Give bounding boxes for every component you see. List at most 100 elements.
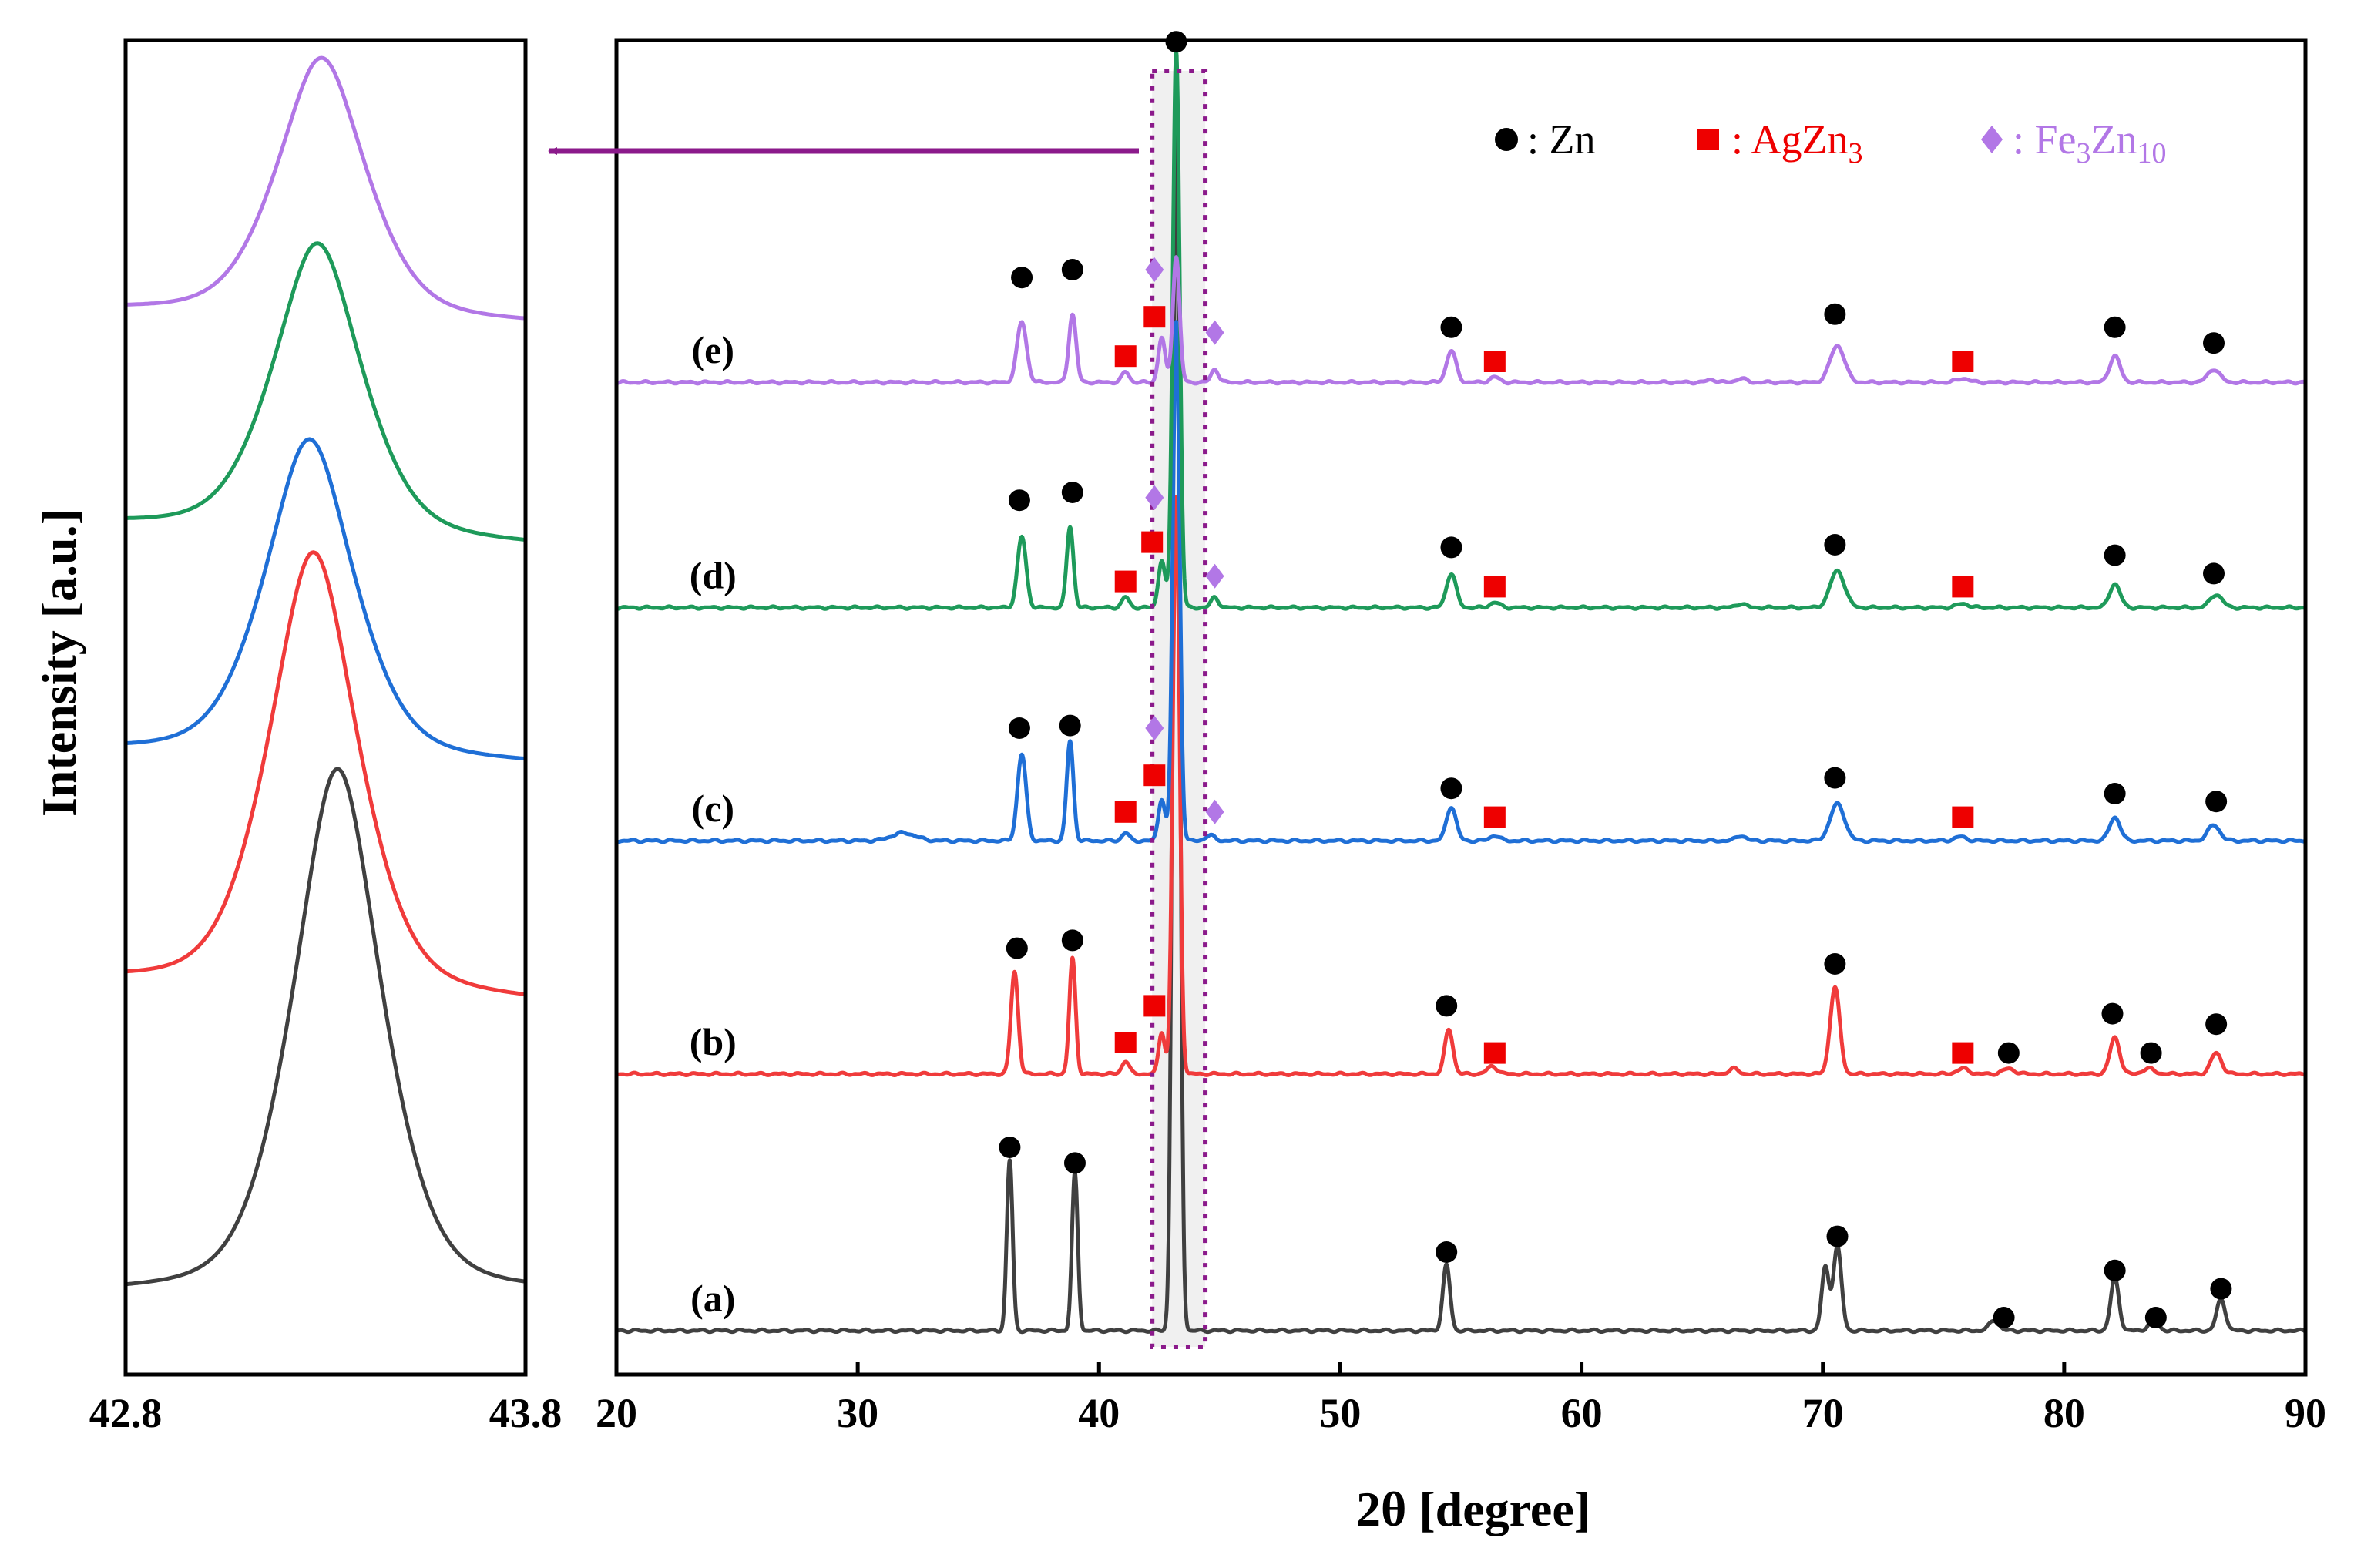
inset-trace-e <box>123 55 528 321</box>
inset-traces <box>123 55 528 1287</box>
zn-marker <box>1824 953 1846 975</box>
zn-marker <box>1440 536 1462 559</box>
series-label-d: (d) <box>690 554 737 597</box>
fe3zn10-marker <box>1145 257 1164 282</box>
fe3zn10-marker <box>1205 320 1224 345</box>
xrd-trace-d <box>614 48 2308 611</box>
inset-trace-d <box>123 241 528 542</box>
fe3zn10-marker <box>1205 563 1224 589</box>
legend-zn-label: : Zn <box>1527 116 1596 163</box>
zn-marker <box>1824 534 1846 556</box>
legend-agzn3-marker <box>1697 129 1719 150</box>
agzn3-marker <box>1143 764 1166 787</box>
x-tick-label: 50 <box>1319 1390 1361 1436</box>
zn-marker <box>2203 332 2225 354</box>
fe3zn10-marker <box>1145 485 1164 510</box>
zn-marker <box>1440 316 1462 338</box>
zn-marker <box>2101 1002 2124 1025</box>
series-label-c: (c) <box>692 787 735 830</box>
legend-agzn3-label: : AgZn3 <box>1731 116 1863 170</box>
zn-marker <box>1011 267 1033 289</box>
zn-marker <box>2140 1042 2162 1064</box>
highlight-region-box <box>1150 69 1208 1349</box>
agzn3-marker <box>1143 995 1166 1017</box>
main-x-ticks: 20 30 40 50 60 70 80 90 <box>596 1362 2326 1436</box>
x-axis-title: 2θ [degree] <box>1356 1482 1590 1536</box>
zn-marker <box>2205 791 2228 813</box>
agzn3-marker <box>1114 801 1137 823</box>
agzn3-marker <box>1114 570 1137 593</box>
y-axis-title: Intensity [a.u.] <box>32 509 86 817</box>
zn-marker <box>1997 1042 2020 1064</box>
zn-marker <box>1824 767 1846 789</box>
zn-marker <box>2104 544 2126 566</box>
series-label-e: (e) <box>692 328 735 371</box>
zn-marker <box>1993 1307 2015 1328</box>
agzn3-marker <box>1114 1032 1137 1053</box>
zn-marker <box>1008 717 1030 739</box>
agzn3-marker <box>1143 306 1166 328</box>
agzn3-marker <box>1952 351 1974 372</box>
xrd-trace-b <box>614 495 2308 1077</box>
agzn3-marker <box>1952 576 1974 598</box>
x-tick-label: 30 <box>837 1390 878 1436</box>
inset-x-tick-label: 43.8 <box>489 1390 562 1436</box>
agzn3-marker <box>1483 351 1506 372</box>
inset-x-ticks: 42.8 43.8 <box>89 1390 562 1436</box>
zn-marker <box>1059 714 1081 737</box>
x-tick-label: 80 <box>2043 1390 2085 1436</box>
zn-marker <box>1436 995 1458 1017</box>
inset-trace-b <box>123 550 528 996</box>
x-tick-label: 60 <box>1561 1390 1603 1436</box>
zn-marker <box>1436 1241 1458 1263</box>
zn-marker <box>1061 482 1083 503</box>
series-label-b: (b) <box>690 1020 737 1063</box>
legend-fe3zn10-marker <box>1981 126 2003 153</box>
zn-marker <box>1008 489 1030 512</box>
agzn3-marker <box>1952 806 1974 828</box>
zn-marker <box>1824 303 1846 325</box>
xrd-trace-e <box>614 255 2308 386</box>
xrd-trace-a <box>614 83 2308 1335</box>
zn-marker <box>2205 1013 2228 1036</box>
fe3zn10-marker <box>1205 799 1224 824</box>
zn-marker <box>1061 259 1083 280</box>
agzn3-marker <box>1483 576 1506 598</box>
zn-marker <box>2210 1278 2232 1300</box>
zn-marker <box>1826 1225 1849 1247</box>
zn-marker <box>1063 1152 1086 1174</box>
series-label-a: (a) <box>690 1277 735 1320</box>
zn-marker <box>2203 562 2225 585</box>
zn-marker <box>999 1137 1021 1158</box>
agzn3-marker <box>1114 345 1137 368</box>
zn-marker <box>1440 777 1462 800</box>
main-frame <box>614 38 2308 1377</box>
agzn3-marker <box>1483 806 1506 828</box>
series-labels: (a) (b) (c) (d) (e) <box>690 328 737 1320</box>
agzn3-marker <box>1483 1042 1506 1064</box>
xrd-trace-c <box>614 320 2308 844</box>
main-panel: (a) (b) (c) (d) (e) 20 30 40 50 60 70 80 90 2θ [deg… <box>548 31 2326 1536</box>
phase-markers <box>999 31 2232 1328</box>
inset-trace-c <box>123 437 528 761</box>
zn-marker <box>2104 316 2126 338</box>
fe3zn10-marker <box>1145 716 1164 740</box>
x-tick-label: 70 <box>1802 1390 1844 1436</box>
legend-zn-marker <box>1495 128 1518 151</box>
agzn3-marker <box>1141 531 1164 553</box>
x-tick-label: 40 <box>1078 1390 1120 1436</box>
inset-panel: 42.8 43.8 Intensity [a.u.] <box>32 38 562 1436</box>
x-tick-label: 90 <box>2285 1390 2326 1436</box>
main-traces <box>614 48 2308 1335</box>
zn-marker <box>1006 937 1028 959</box>
zn-marker <box>2144 1307 2167 1328</box>
zn-marker <box>2104 783 2126 804</box>
inset-frame <box>123 38 528 1377</box>
inset-x-tick-label: 42.8 <box>89 1390 163 1436</box>
legend: : Zn : AgZn3 : Fe3Zn10 <box>1495 116 2167 170</box>
legend-fe3zn10-label: : Fe3Zn10 <box>2013 116 2167 170</box>
inset-trace-a <box>123 767 528 1287</box>
x-tick-label: 20 <box>596 1390 637 1436</box>
zn-marker <box>1061 929 1083 952</box>
